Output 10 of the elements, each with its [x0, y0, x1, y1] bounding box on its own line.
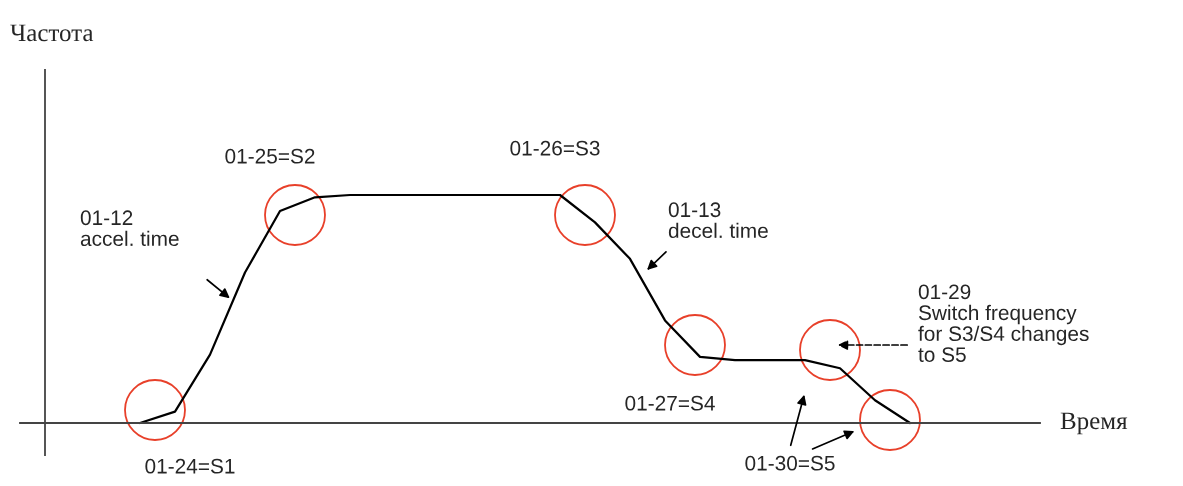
text: 01-24=S1 — [145, 458, 235, 474]
annotation: 01-13 decel. time — [668, 202, 768, 239]
text: Частота — [10, 24, 94, 42]
annotation: 01-29 Switch frequency for S3/S4 changes to S5 — [918, 284, 1089, 362]
text: 01-30=S5 — [745, 455, 835, 471]
annotation: 01-27=S4 — [625, 395, 715, 411]
text: Время — [1060, 412, 1128, 435]
text: 01-25=S2 — [225, 148, 315, 164]
annotation: 01-12 accel. time — [80, 210, 179, 247]
text: 01-26=S3 — [510, 140, 600, 156]
